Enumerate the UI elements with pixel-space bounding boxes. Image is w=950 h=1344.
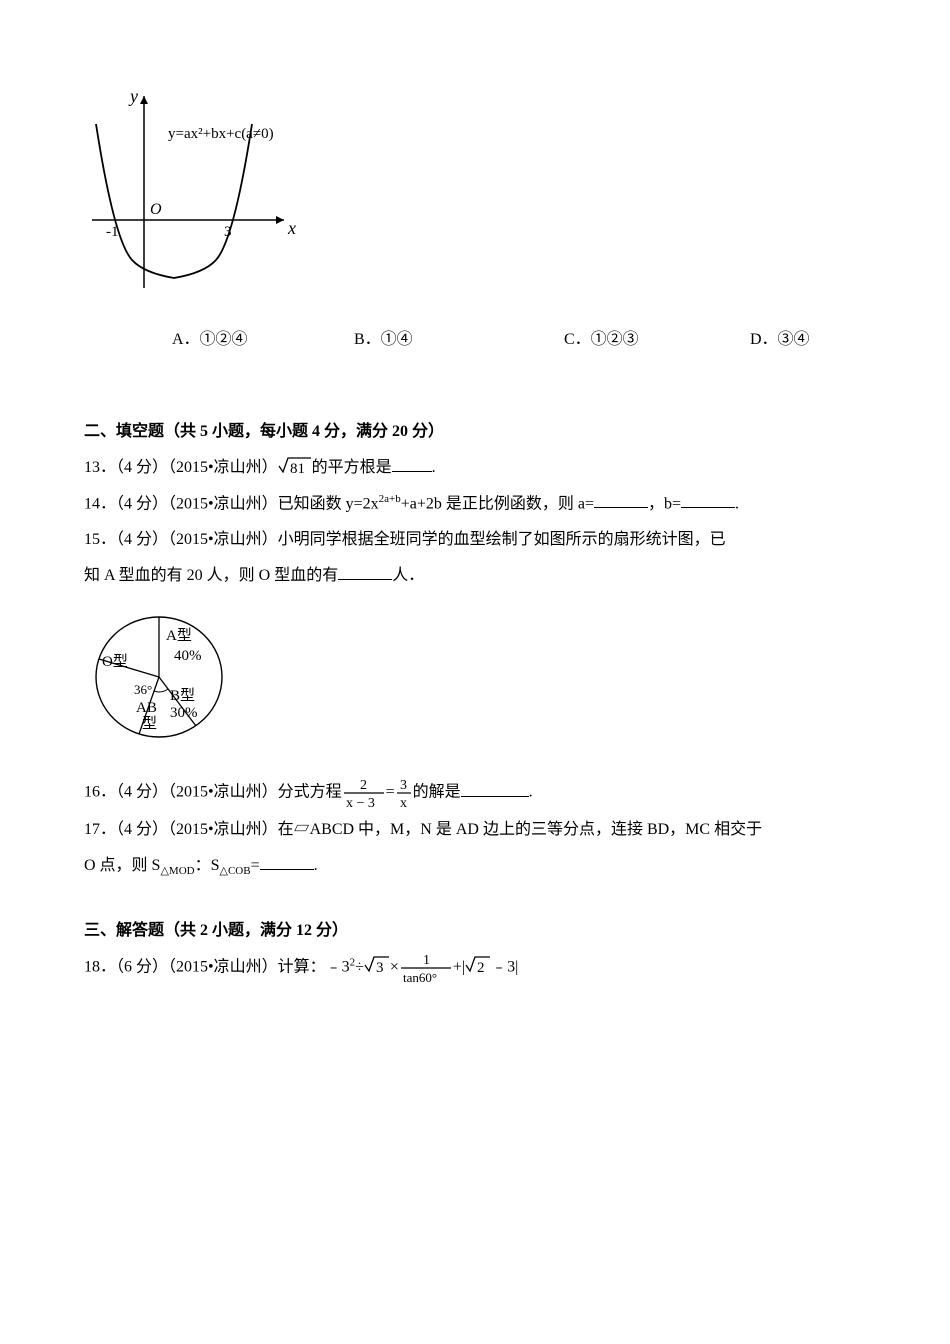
- x-axis-label: x: [287, 218, 296, 238]
- frac2-icon: 3 x: [395, 776, 413, 810]
- svg-text:x − 3: x − 3: [346, 796, 375, 810]
- q16-blank: [461, 781, 529, 797]
- sqrt2-icon: 2: [465, 955, 491, 975]
- frac1-icon: 2 x − 3: [342, 776, 386, 810]
- pie-ab-top: AB: [136, 700, 157, 716]
- parabola-svg: y x O -1 3 y=ax²+bx+c(a≠0): [84, 80, 314, 300]
- question-15-line2: 知 A 型血的有 20 人，则 O 型血的有 人．: [84, 560, 870, 592]
- q14-mid2: ，b=: [648, 495, 681, 512]
- option-b: B．①④: [354, 324, 560, 356]
- q18-minus: ﹣3|: [491, 958, 518, 975]
- x-intercept-neg1: -1: [106, 224, 119, 240]
- section2-title: 二、填空题（共 5 小题，每小题 4 分，满分 20 分）: [84, 416, 870, 448]
- option-c: C．①②③: [564, 324, 746, 356]
- pie-b-pct: 30%: [170, 705, 198, 721]
- question-16: 16．（4 分）（2015•凉山州）分式方程 2 x − 3 = 3 x 的解是…: [84, 776, 870, 810]
- q14-blank-b: [681, 492, 735, 508]
- pie-ab-angle: 36°: [134, 682, 152, 697]
- q18-times: ×: [390, 958, 399, 975]
- q18-div: ÷: [355, 958, 364, 975]
- pie-b-top: B型: [170, 687, 195, 704]
- q14-exponent: 2a+b: [379, 493, 401, 505]
- option-a: A．①②④: [172, 324, 350, 356]
- pie-chart-figure: A型 40% O型 36° AB 型 B型 30%: [88, 602, 870, 764]
- sqrt3-icon: 3: [364, 955, 390, 975]
- q13-blank: [392, 456, 432, 472]
- answer-options-row: A．①②④ B．①④ C．①②③ D．③④: [172, 324, 870, 356]
- svg-text:3: 3: [400, 778, 407, 793]
- q17-pre: O 点，则 S: [84, 857, 160, 874]
- y-axis-label: y: [128, 86, 138, 106]
- q17-blank: [260, 854, 314, 870]
- sqrt81-icon: 81: [278, 456, 312, 476]
- pie-chart-svg: A型 40% O型 36° AB 型 B型 30%: [88, 602, 230, 752]
- svg-text:x: x: [400, 796, 407, 810]
- q15-line2-pre: 知 A 型血的有 20 人，则 O 型血的有: [84, 567, 338, 584]
- frac-tan-icon: 1 tan60°: [399, 951, 453, 985]
- q16-post: 的解是: [413, 784, 461, 801]
- question-15-line1: 15．（4 分）（2015•凉山州）小明同学根据全班同学的血型绘制了如图所示的扇…: [84, 524, 870, 556]
- parabola-figure: y x O -1 3 y=ax²+bx+c(a≠0): [84, 80, 870, 312]
- q17-eq: =: [251, 857, 260, 874]
- x-intercept-3: 3: [224, 224, 232, 240]
- question-17-line1: 17．（4 分）（2015•凉山州）在▱ABCD 中，M，N 是 AD 边上的三…: [84, 814, 870, 846]
- origin-label: O: [150, 201, 162, 218]
- q17-sub2: △COB: [220, 866, 251, 878]
- question-18: 18．（6 分）（2015•凉山州）计算：﹣3 2 ÷ 3 × 1 tan60° +…: [84, 951, 870, 985]
- parabola-equation-label: y=ax²+bx+c(a≠0): [168, 126, 274, 142]
- pie-ab-bot: 型: [142, 715, 157, 732]
- question-17-line2: O 点，则 S△MOD：S△COB=.: [84, 850, 870, 882]
- q13-tail: .: [432, 459, 436, 476]
- svg-text:2: 2: [477, 960, 485, 975]
- pie-o-label: O型: [102, 653, 128, 670]
- q16-tail: .: [529, 784, 533, 801]
- pie-a-pct: 40%: [174, 648, 202, 664]
- svg-text:1: 1: [423, 953, 430, 968]
- q13-post: 的平方根是: [312, 459, 392, 476]
- q15-line2-post: 人．: [392, 567, 424, 584]
- q15-blank: [338, 564, 392, 580]
- section3-title: 三、解答题（共 2 小题，满分 12 分）: [84, 915, 870, 947]
- q17-tail: .: [314, 857, 318, 874]
- svg-text:81: 81: [290, 461, 305, 476]
- svg-text:tan60°: tan60°: [403, 970, 437, 985]
- q14-tail: .: [735, 495, 739, 512]
- option-d: D．③④: [750, 324, 810, 356]
- q16-eq: =: [386, 784, 395, 801]
- svg-text:2: 2: [360, 778, 367, 793]
- question-13: 13．（4 分）（2015•凉山州） 81 的平方根是.: [84, 452, 870, 484]
- question-14: 14．（4 分）（2015•凉山州）已知函数 y=2x2a+b+a+2b 是正比…: [84, 488, 870, 520]
- pie-a-label: A型: [166, 627, 192, 644]
- q18-plus: +|: [453, 958, 465, 975]
- q18-pre: 18．（6 分）（2015•凉山州）计算：﹣3: [84, 958, 350, 975]
- q14-mid1: +a+2b 是正比例函数，则 a=: [401, 495, 594, 512]
- q13-pre: 13．（4 分）（2015•凉山州）: [84, 459, 278, 476]
- q16-pre: 16．（4 分）（2015•凉山州）分式方程: [84, 784, 342, 801]
- svg-text:3: 3: [376, 960, 384, 975]
- q17-mid: ：S: [195, 857, 220, 874]
- q17-sub1: △MOD: [160, 866, 194, 878]
- q14-blank-a: [594, 492, 648, 508]
- q14-pre: 14．（4 分）（2015•凉山州）已知函数 y=2x: [84, 495, 379, 512]
